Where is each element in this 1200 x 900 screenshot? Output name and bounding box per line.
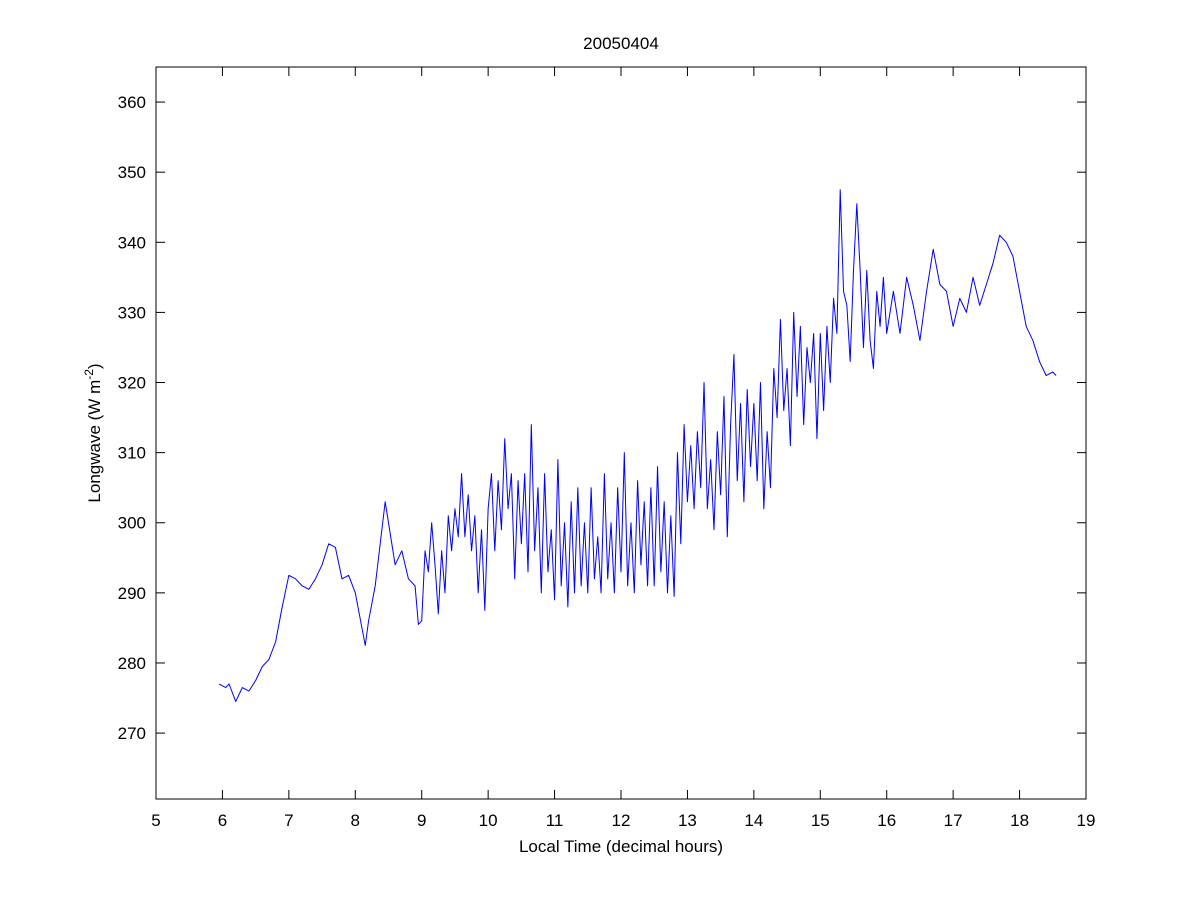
- x-tick-label: 15: [811, 811, 830, 830]
- y-tick-label: 310: [118, 444, 146, 463]
- x-tick-label: 11: [546, 811, 564, 830]
- x-tick-label: 8: [351, 811, 360, 830]
- y-label-suffix: ): [85, 363, 104, 369]
- y-tick-label: 350: [118, 163, 146, 182]
- x-axis-label: Local Time (decimal hours): [519, 837, 723, 856]
- x-tick-label: 16: [877, 811, 896, 830]
- x-tick-label: 19: [1077, 811, 1096, 830]
- y-tick-label: 340: [118, 233, 146, 252]
- x-tick-label: 7: [284, 811, 293, 830]
- x-tick-label: 13: [678, 811, 697, 830]
- y-tick-label: 330: [118, 303, 146, 322]
- x-tick-label: 9: [417, 811, 426, 830]
- x-tick-label: 14: [744, 811, 763, 830]
- chart-title: 20050404: [583, 34, 659, 53]
- x-tick-label: 5: [151, 811, 160, 830]
- plot-area: [155, 66, 1087, 800]
- y-tick-label: 270: [118, 724, 146, 743]
- y-tick-label: 320: [118, 374, 146, 393]
- x-tick-label: 12: [612, 811, 631, 830]
- y-tick-label: 300: [118, 514, 146, 533]
- y-tick-label: 290: [118, 584, 146, 603]
- x-tick-label: 17: [944, 811, 963, 830]
- y-label-superscript: -2: [82, 369, 96, 380]
- y-tick-label: 280: [118, 654, 146, 673]
- y-axis-label: Longwave (W m-2): [82, 363, 104, 502]
- y-tick-label: 360: [118, 93, 146, 112]
- x-tick-label: 18: [1010, 811, 1029, 830]
- y-label-text: Longwave (W m: [85, 380, 104, 503]
- x-tick-label: 6: [218, 811, 227, 830]
- data-line: [218, 189, 1057, 703]
- x-tick-label: 10: [479, 811, 498, 830]
